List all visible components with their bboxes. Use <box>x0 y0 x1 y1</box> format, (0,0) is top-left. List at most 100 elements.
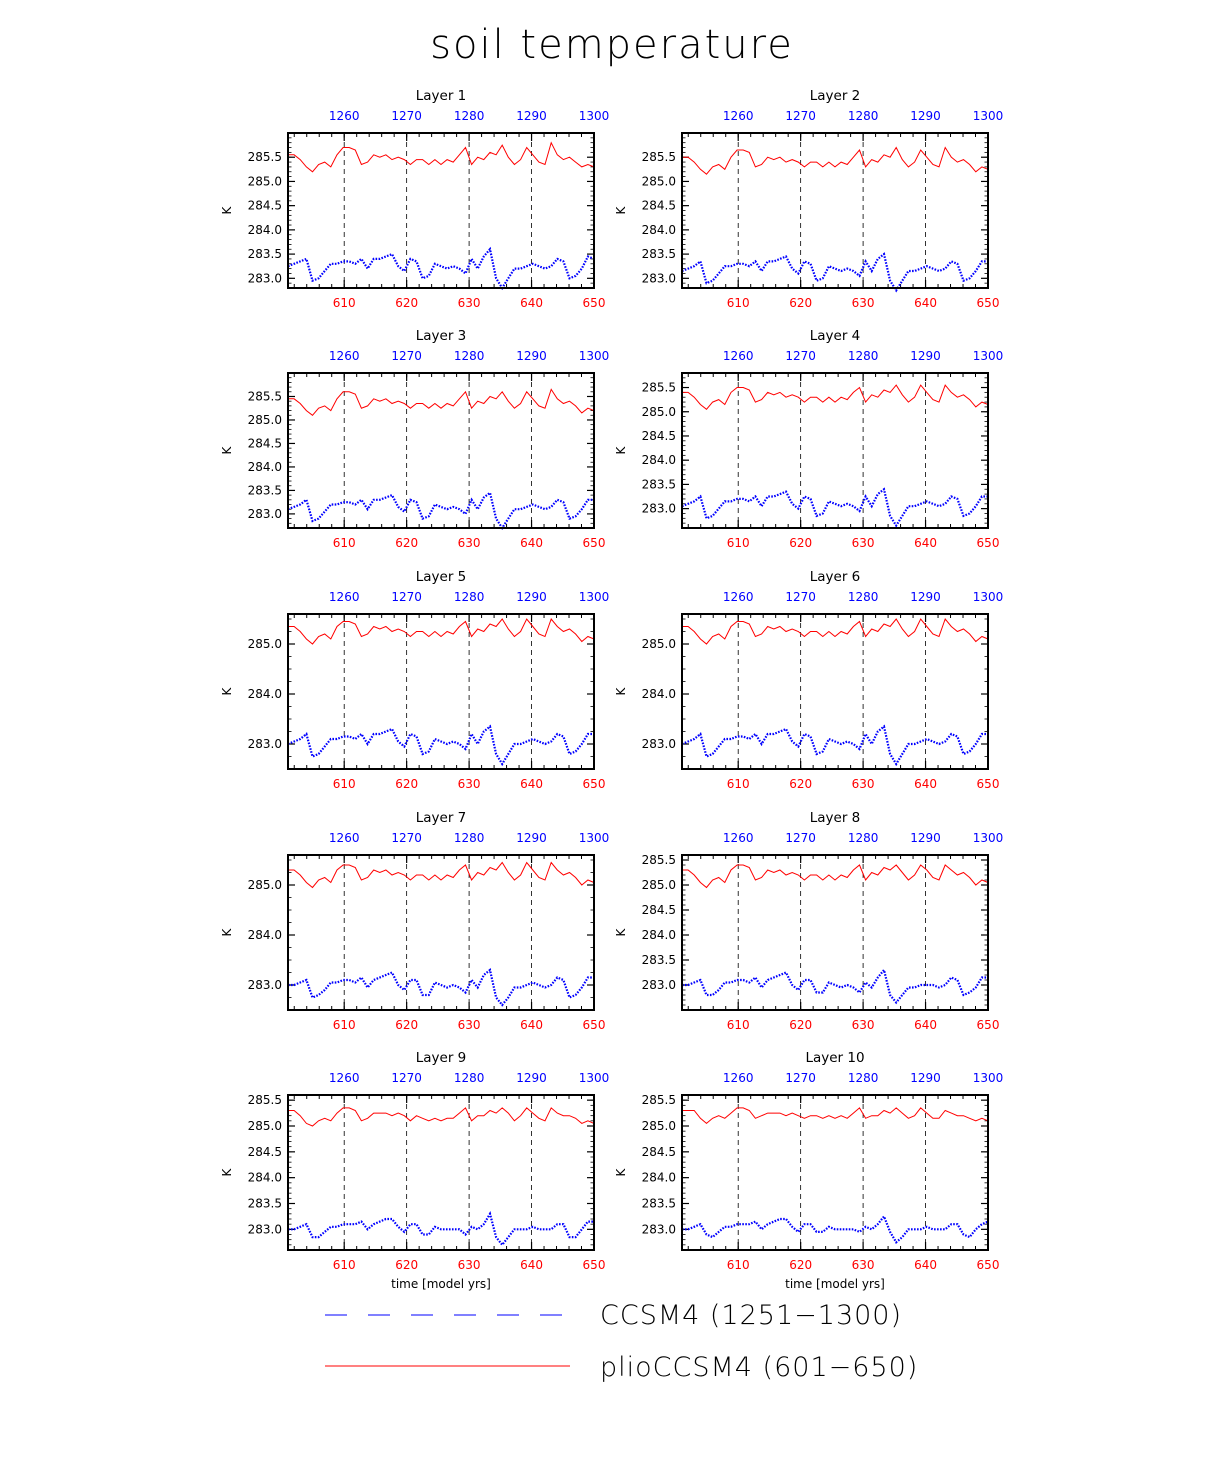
y-tick-label: 285.0 <box>248 1119 282 1133</box>
series-plioccsm4 <box>682 864 989 889</box>
x-bottom-tick-label: 610 <box>727 1258 750 1272</box>
x-bottom-tick-label: 650 <box>583 1258 606 1272</box>
x-bottom-tick-label: 650 <box>583 296 606 310</box>
x-bottom-tick-label: 620 <box>395 777 418 791</box>
x-top-tick-label: 1290 <box>910 1071 941 1085</box>
x-top-tick-label: 1280 <box>848 349 879 363</box>
x-top-tick-label: 1260 <box>329 1071 360 1085</box>
y-tick-label: 284.0 <box>642 453 676 467</box>
x-bottom-tick-label: 630 <box>852 777 875 791</box>
plot-frame <box>287 372 595 529</box>
x-top-tick-label: 1290 <box>910 349 941 363</box>
plot-frame <box>681 613 989 770</box>
x-top-tick-label: 1270 <box>391 1071 422 1085</box>
x-bottom-tick-label: 640 <box>520 296 543 310</box>
y-tick-label: 285.0 <box>248 637 282 651</box>
series-ccsm4 <box>288 1210 594 1247</box>
series-ccsm4 <box>681 724 988 767</box>
series-ccsm4 <box>287 246 595 291</box>
x-bottom-tick-label: 630 <box>458 777 481 791</box>
x-bottom-tick-label: 620 <box>789 1258 812 1272</box>
y-tick-label: 284.0 <box>642 928 676 942</box>
panel-title: Layer 6 <box>810 569 861 585</box>
panel-title: Layer 8 <box>810 810 861 826</box>
series-ccsm4 <box>287 724 594 767</box>
x-bottom-tick-label: 630 <box>852 536 875 550</box>
x-bottom-tick-label: 630 <box>458 1018 481 1032</box>
x-bottom-tick-label: 630 <box>458 1258 481 1272</box>
series-ccsm4 <box>288 968 594 1007</box>
y-tick-label: 283.0 <box>248 271 282 285</box>
y-tick-label: 284.5 <box>248 436 282 450</box>
series-plioccsm4 <box>288 388 595 416</box>
x-bottom-tick-label: 640 <box>520 1258 543 1272</box>
y-tick-label: 283.5 <box>248 1197 282 1211</box>
plot-frame <box>681 132 989 289</box>
x-axis-label: time [model yrs] <box>785 1277 885 1291</box>
series-ccsm4 <box>681 487 988 528</box>
y-tick-label: 283.5 <box>642 1197 676 1211</box>
x-top-tick-label: 1300 <box>973 590 1004 604</box>
x-bottom-tick-label: 650 <box>583 536 606 550</box>
x-top-tick-label: 1300 <box>579 349 610 363</box>
y-tick-label: 283.5 <box>642 247 676 261</box>
y-tick-label: 285.0 <box>642 174 676 188</box>
panel-title: Layer 7 <box>416 810 467 826</box>
plot-frame <box>287 613 595 770</box>
y-axis-label: K <box>614 686 628 695</box>
x-top-tick-label: 1290 <box>910 831 941 845</box>
x-bottom-tick-label: 640 <box>914 777 937 791</box>
y-tick-label: 285.0 <box>248 413 282 427</box>
y-axis-label: K <box>220 686 234 695</box>
y-axis-label: K <box>614 927 628 936</box>
panel-layer-5: Layer 5 283.0 284.0 285.0 610 620 630 640 650 126… <box>220 569 609 791</box>
plot-frame <box>287 132 595 289</box>
x-bottom-tick-label: 610 <box>333 1258 356 1272</box>
y-tick-label: 283.0 <box>642 1222 676 1236</box>
x-top-tick-label: 1290 <box>516 349 547 363</box>
y-tick-label: 284.0 <box>248 223 282 237</box>
x-top-tick-label: 1290 <box>516 109 547 123</box>
panel-title: Layer 4 <box>810 328 861 344</box>
y-tick-label: 285.0 <box>248 174 282 188</box>
x-bottom-tick-label: 640 <box>914 1018 937 1032</box>
x-top-tick-label: 1270 <box>391 349 422 363</box>
x-bottom-tick-label: 620 <box>395 536 418 550</box>
y-axis-label: K <box>220 1167 234 1176</box>
x-bottom-tick-label: 630 <box>852 1018 875 1032</box>
y-tick-label: 285.5 <box>642 381 676 395</box>
y-axis-label: K <box>220 205 234 214</box>
panel-title: Layer 5 <box>416 569 467 585</box>
x-bottom-tick-label: 610 <box>727 296 750 310</box>
x-bottom-tick-label: 620 <box>789 777 812 791</box>
x-top-tick-label: 1280 <box>848 1071 879 1085</box>
plot-frame <box>681 1094 989 1251</box>
x-top-tick-label: 1280 <box>848 109 879 123</box>
panel-layer-6: Layer 6 283.0 284.0 285.0 610 620 630 640 650 126… <box>614 569 1003 791</box>
x-top-tick-label: 1270 <box>391 109 422 123</box>
x-top-tick-label: 1280 <box>848 590 879 604</box>
x-bottom-tick-label: 620 <box>395 1018 418 1032</box>
y-axis-label: K <box>220 927 234 936</box>
series-plioccsm4 <box>682 617 989 645</box>
y-tick-label: 284.0 <box>642 223 676 237</box>
x-top-tick-label: 1280 <box>454 109 485 123</box>
x-top-tick-label: 1290 <box>516 590 547 604</box>
x-bottom-tick-label: 610 <box>333 777 356 791</box>
y-tick-label: 283.5 <box>248 483 282 497</box>
plot-frame <box>287 1094 595 1251</box>
panel-layer-10: Layer 10 283.0 283.5 284.0 284.5 285.0 285.5 61… <box>614 1050 1003 1291</box>
y-tick-label: 285.5 <box>248 150 282 164</box>
panels: Layer 1 283.0 283.5 284.0 284.5 285.0 285.5 610… <box>220 88 1003 1291</box>
series-plioccsm4 <box>682 146 989 175</box>
y-tick-label: 284.0 <box>248 1171 282 1185</box>
x-bottom-tick-label: 650 <box>977 1258 1000 1272</box>
y-tick-label: 285.0 <box>642 878 676 892</box>
x-bottom-tick-label: 640 <box>520 1018 543 1032</box>
x-bottom-tick-label: 650 <box>977 296 1000 310</box>
x-top-tick-label: 1260 <box>723 590 754 604</box>
panel-layer-4: Layer 4 283.0 283.5 284.0 284.5 285.0 285.5 610… <box>614 328 1003 550</box>
panel-title: Layer 3 <box>416 328 467 344</box>
legend-label-plio: plioCCSM4 (601−650) <box>600 1352 918 1383</box>
